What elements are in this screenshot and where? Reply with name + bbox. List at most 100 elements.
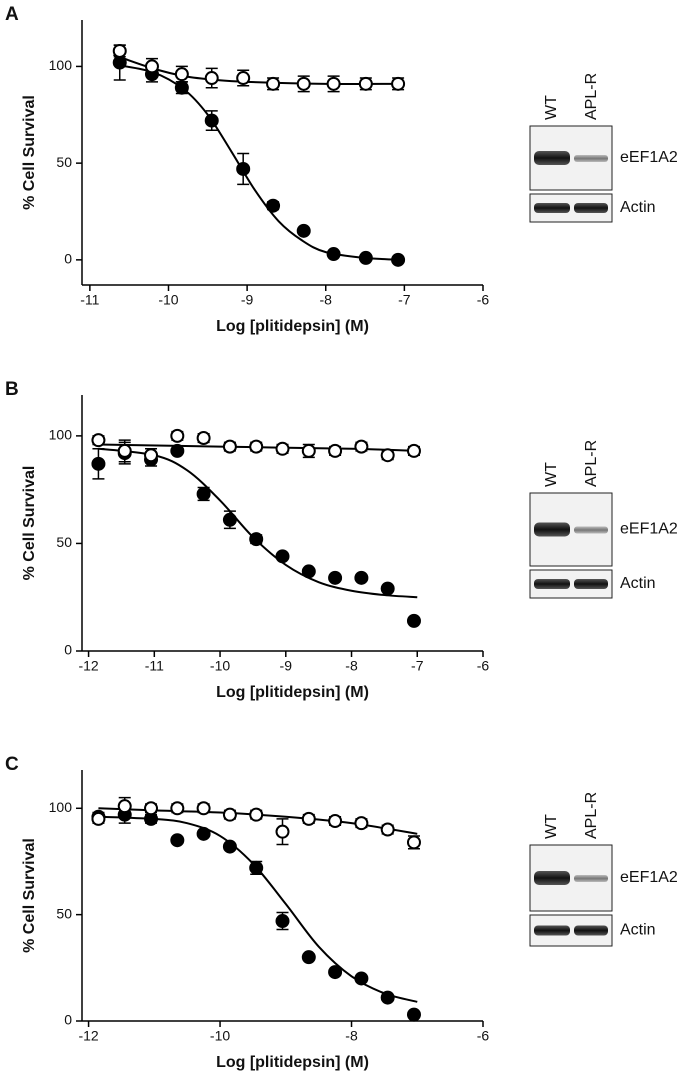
fit-curve (98, 815, 418, 1003)
data-point (112, 55, 127, 70)
data-point (296, 223, 311, 238)
data-point (174, 80, 189, 95)
x-tick-label: -7 (411, 658, 424, 674)
x-axis-title: Log [plitidepsin] (M) (216, 1054, 369, 1071)
x-axis-title: Log [plitidepsin] (M) (216, 318, 369, 335)
data-point (144, 801, 159, 816)
data-point (222, 807, 237, 822)
data-point (380, 822, 395, 837)
data-point (249, 807, 264, 822)
data-point (275, 824, 290, 839)
data-point (170, 801, 185, 816)
blot-lane-label: APL-R (583, 440, 600, 487)
data-point (222, 512, 237, 527)
data-point (380, 581, 395, 596)
data-point (266, 76, 281, 91)
data-point (204, 71, 219, 86)
blot-band (534, 925, 570, 936)
fit-curve (113, 63, 405, 261)
data-point (301, 811, 316, 826)
data-point (236, 161, 251, 176)
blot-band-label: Actin (620, 922, 656, 939)
panel-label: C (5, 754, 19, 775)
y-tick-label: 0 (64, 642, 72, 658)
data-point (117, 443, 132, 458)
blot-lane-label: APL-R (583, 792, 600, 839)
x-tick-label: -6 (477, 292, 490, 308)
data-point (358, 250, 373, 265)
panel-label: A (5, 4, 19, 25)
data-point (144, 59, 159, 74)
data-point (391, 76, 406, 91)
y-tick-label: 50 (56, 534, 72, 550)
blot-band (534, 151, 570, 165)
blot-band (534, 579, 570, 589)
blot-band (574, 925, 608, 936)
y-axis-title: % Cell Survival (21, 838, 38, 953)
x-tick-label: -11 (80, 292, 99, 308)
x-tick-label: -7 (398, 292, 411, 308)
x-tick-label: -10 (158, 292, 178, 308)
data-point (354, 971, 369, 986)
data-point (170, 833, 185, 848)
x-tick-label: -12 (78, 1028, 98, 1044)
data-point (358, 76, 373, 91)
y-axis-title: % Cell Survival (21, 95, 38, 210)
data-point (354, 439, 369, 454)
data-point (275, 441, 290, 456)
blot-band (574, 875, 608, 882)
data-point (328, 814, 343, 829)
data-point (112, 43, 127, 58)
data-point (204, 113, 219, 128)
data-point (196, 431, 211, 446)
blot-lane-label: APL-R (583, 73, 600, 120)
data-point (266, 198, 281, 213)
x-axis-title: Log [plitidepsin] (M) (216, 684, 369, 701)
data-point (174, 67, 189, 82)
data-point (91, 456, 106, 471)
blot-band-label: Actin (620, 575, 656, 592)
y-tick-label: 100 (49, 427, 73, 443)
data-point (196, 826, 211, 841)
data-point (391, 252, 406, 267)
blot-band (574, 579, 608, 589)
data-point (144, 448, 159, 463)
data-point (380, 990, 395, 1005)
data-point (296, 76, 311, 91)
data-point (406, 835, 421, 850)
data-point (406, 443, 421, 458)
data-point (328, 965, 343, 980)
blot-band (534, 871, 570, 885)
data-point (170, 443, 185, 458)
x-tick-label: -6 (477, 658, 490, 674)
data-point (275, 549, 290, 564)
data-point (354, 816, 369, 831)
data-point (380, 448, 395, 463)
x-tick-label: -6 (477, 1028, 490, 1044)
blot-band (574, 155, 608, 162)
fit-curve (98, 447, 418, 599)
data-point (222, 439, 237, 454)
data-point (326, 247, 341, 262)
data-point (249, 439, 264, 454)
y-tick-label: 100 (49, 799, 73, 815)
data-point (196, 801, 211, 816)
blot-band (534, 522, 570, 537)
y-axis-title: % Cell Survival (21, 466, 38, 581)
data-point (354, 570, 369, 585)
data-point (406, 613, 421, 628)
data-point (328, 443, 343, 458)
data-point (326, 76, 341, 91)
data-point (275, 914, 290, 929)
x-tick-label: -8 (345, 1028, 358, 1044)
y-tick-label: 50 (56, 154, 72, 170)
y-tick-label: 50 (56, 905, 72, 921)
data-point (91, 811, 106, 826)
blot-band-label: eEF1A2 (620, 149, 678, 166)
data-point (117, 799, 132, 814)
y-tick-label: 100 (49, 57, 73, 73)
x-tick-label: -12 (78, 658, 98, 674)
data-point (249, 860, 264, 875)
x-tick-label: -9 (241, 292, 254, 308)
blot-lane-label: WT (543, 814, 560, 839)
